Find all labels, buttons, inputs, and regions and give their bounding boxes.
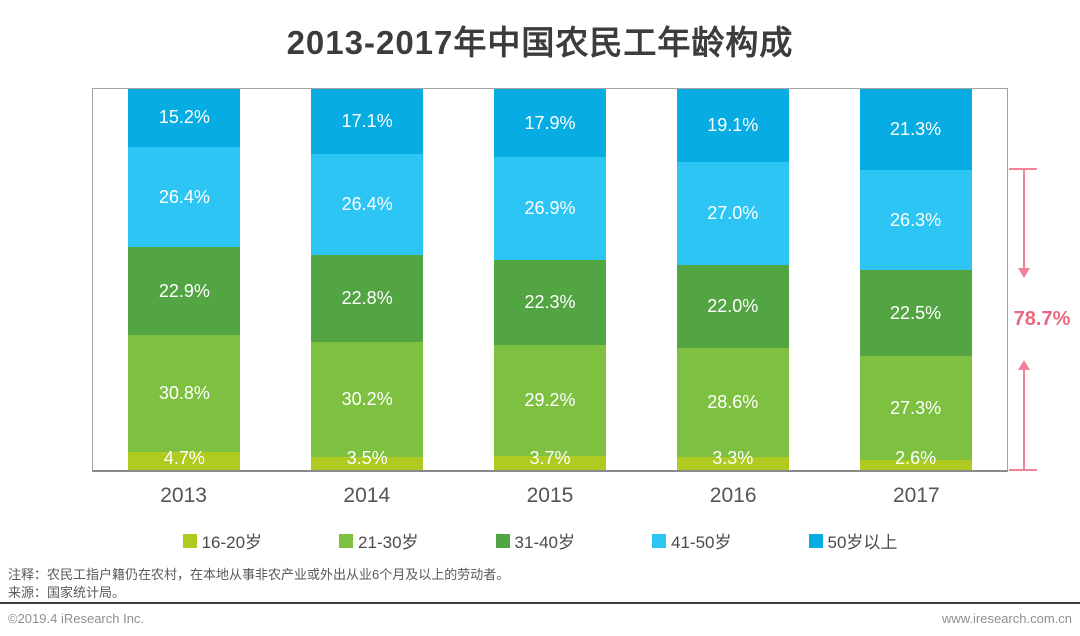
- bar-value-label: 29.2%: [524, 389, 576, 410]
- bar-value-label: 3.5%: [346, 447, 388, 468]
- legend-label: 16-20岁: [201, 533, 263, 552]
- bar-segment-2017-16-20岁: 2.6%: [859, 448, 972, 470]
- legend-swatch-icon: [652, 533, 667, 548]
- footnotes: 注释：农民工指户籍仍在农村，在本地从事非农产业或外出从业6个月及以上的劳动者。 …: [8, 566, 509, 602]
- bar-segment-2014-50岁以上: 17.1%: [311, 89, 424, 155]
- bar-value-label: 21.3%: [890, 119, 942, 140]
- bar-segment-2016-31-40岁: 22.0%: [676, 264, 789, 349]
- bar-segment-2014-16-20岁: 3.5%: [311, 448, 424, 470]
- bar-segment-2013-21-30岁: 30.8%: [128, 334, 241, 453]
- legend-item-16-20岁: 16-20岁: [182, 528, 263, 553]
- bar-segment-2015-31-40岁: 22.3%: [493, 259, 606, 345]
- bar-segment-2013-41-50岁: 26.4%: [128, 146, 241, 248]
- x-axis-labels: 2013 2014 2015 2016 2017: [92, 484, 1008, 508]
- legend-item-50岁以上: 50岁以上: [808, 528, 898, 553]
- bar-value-label: 3.3%: [712, 447, 754, 468]
- x-axis-label-2015: 2015: [526, 484, 574, 507]
- plot-area: 15.2% 26.4% 22.9% 30.8% 4.7% 17.1% 26.4% 22.8% 3…: [92, 88, 1008, 472]
- bar-value-label: 26.3%: [890, 209, 942, 230]
- legend-label: 50岁以上: [827, 533, 898, 552]
- x-axis-label-2014: 2014: [343, 484, 391, 507]
- note-definition: 注释：农民工指户籍仍在农村，在本地从事非农产业或外出从业6个月及以上的劳动者。: [8, 567, 510, 582]
- annotation-tick-bottom: [1009, 469, 1037, 471]
- bar-value-label: 26.4%: [158, 186, 210, 207]
- bar-value-label: 2.6%: [895, 447, 937, 468]
- legend-label: 21-30岁: [358, 533, 419, 552]
- arrow-down-icon: [1018, 268, 1030, 278]
- legend-label: 41-50岁: [671, 533, 732, 552]
- bar-value-label: 17.9%: [524, 112, 576, 133]
- bar-value-label: 4.7%: [163, 447, 205, 468]
- x-axis-label-2013: 2013: [160, 484, 207, 507]
- x-axis-label-2017: 2017: [892, 484, 940, 507]
- bar-segment-2013-31-40岁: 22.9%: [128, 247, 241, 335]
- bar-segment-2017-50岁以上: 21.3%: [859, 89, 972, 171]
- bar-value-label: 22.3%: [524, 291, 576, 312]
- bar-segment-2014-31-40岁: 22.8%: [311, 254, 424, 342]
- bar-segment-2016-41-50岁: 27.0%: [676, 161, 789, 265]
- copyright-text: ©2019.4 iResearch Inc.: [8, 611, 145, 626]
- bar-segment-2014-41-50岁: 26.4%: [311, 154, 424, 255]
- bar-value-label: 26.4%: [341, 193, 393, 214]
- arrow-up-icon: [1018, 360, 1030, 370]
- bar-value-label: 27.3%: [890, 397, 942, 418]
- bar-segment-2013-50岁以上: 15.2%: [128, 89, 241, 147]
- bar-2013: 15.2% 26.4% 22.9% 30.8% 4.7%: [128, 89, 241, 470]
- bar-segment-2017-41-50岁: 26.3%: [859, 170, 972, 271]
- bar-value-label: 28.6%: [707, 392, 759, 413]
- bar-segment-2017-31-40岁: 22.5%: [859, 270, 972, 357]
- bar-segment-2015-16-20岁: 3.7%: [493, 448, 606, 470]
- legend: 16-20岁 21-30岁 31-40岁 41-50岁 50岁以上: [0, 528, 1080, 553]
- bar-2015: 17.9% 26.9% 22.3% 29.2% 3.7%: [493, 89, 606, 470]
- bar-segment-2015-21-30岁: 29.2%: [493, 344, 606, 456]
- legend-item-41-50岁: 41-50岁: [652, 528, 732, 553]
- legend-swatch-icon: [808, 533, 823, 548]
- bar-value-label: 17.1%: [341, 111, 393, 132]
- note-source: 来源：国家统计局。: [8, 585, 126, 600]
- annotation-value-label: 78.7%: [1013, 308, 1071, 330]
- legend-swatch-icon: [339, 533, 354, 548]
- bar-segment-2015-41-50岁: 26.9%: [493, 157, 606, 260]
- bar-value-label: 3.7%: [529, 447, 571, 468]
- bar-segment-2017-21-30岁: 27.3%: [859, 356, 972, 461]
- legend-item-31-40岁: 31-40岁: [495, 528, 576, 553]
- bar-value-label: 22.5%: [890, 302, 942, 323]
- legend-swatch-icon: [182, 533, 197, 548]
- bar-value-label: 30.2%: [341, 388, 393, 409]
- x-axis-label-2016: 2016: [709, 484, 757, 507]
- bar-segment-2014-21-30岁: 30.2%: [311, 341, 424, 457]
- legend-label: 31-40岁: [514, 533, 576, 552]
- bar-value-label: 19.1%: [707, 114, 759, 135]
- legend-swatch-icon: [495, 533, 510, 548]
- bar-segment-2016-21-30岁: 28.6%: [676, 348, 789, 458]
- bar-segment-2016-50岁以上: 19.1%: [676, 89, 789, 162]
- bar-value-label: 30.8%: [158, 382, 210, 403]
- bar-value-label: 22.0%: [707, 296, 759, 317]
- bar-value-label: 26.9%: [524, 197, 576, 218]
- legend-item-21-30岁: 21-30岁: [339, 528, 419, 553]
- bar-segment-2013-16-20岁: 4.7%: [128, 448, 241, 470]
- chart-title: 2013-2017年中国农民工年龄构成: [286, 24, 794, 61]
- bar-value-label: 15.2%: [158, 107, 210, 128]
- website-url: www.iresearch.com.cn: [941, 611, 1072, 626]
- bar-2014: 17.1% 26.4% 22.8% 30.2% 3.5%: [311, 89, 424, 470]
- bar-value-label: 22.8%: [341, 287, 393, 308]
- bar-segment-2016-16-20岁: 3.3%: [676, 448, 789, 470]
- bar-value-label: 22.9%: [158, 280, 210, 301]
- annotation-line-up: [1023, 370, 1025, 470]
- bar-2016: 19.1% 27.0% 22.0% 28.6% 3.3%: [676, 89, 789, 470]
- annotation-line-down: [1023, 169, 1025, 269]
- footer-divider: [0, 602, 1080, 604]
- bar-segment-2015-50岁以上: 17.9%: [493, 89, 606, 158]
- bar-value-label: 27.0%: [707, 202, 759, 223]
- bar-2017: 21.3% 26.3% 22.5% 27.3% 2.6%: [859, 89, 972, 470]
